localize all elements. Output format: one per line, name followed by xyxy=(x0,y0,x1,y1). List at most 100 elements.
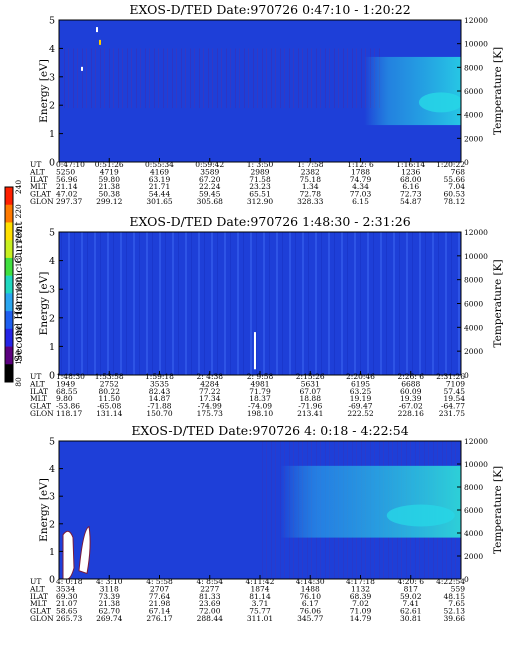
ephemeris-value: 50.38 xyxy=(99,190,121,199)
ephemeris-value: 4284 xyxy=(200,379,219,388)
ephemeris-value: 2:15:26 xyxy=(296,372,325,381)
ephemeris-value: 3.71 xyxy=(252,599,269,608)
ephemeris-value: -67.02 xyxy=(399,402,423,411)
ephemeris-value: 21.07 xyxy=(56,599,78,608)
ephemeris-value: 77.22 xyxy=(199,387,221,396)
ephemeris-value: 345.77 xyxy=(297,614,323,623)
y-right-tick-label: 2000 xyxy=(464,552,483,561)
ephemeris-value: 30.81 xyxy=(400,614,421,623)
ephemeris-value: 2382 xyxy=(301,167,320,176)
ephemeris-row-label: GLAT xyxy=(30,402,51,411)
ephemeris-value: -74.99 xyxy=(198,402,222,411)
ephemeris-value: 21.38 xyxy=(99,599,121,608)
ephemeris-value: 7.41 xyxy=(402,599,419,608)
ephemeris-value: 4:11:42 xyxy=(246,577,275,586)
colorbar-swatch xyxy=(5,187,13,206)
ephemeris-value: 2:20:46 xyxy=(346,372,375,381)
ephemeris-value: 3534 xyxy=(56,584,75,593)
ephemeris-row-label: ALT xyxy=(29,167,45,176)
ephemeris-value: 58.65 xyxy=(56,607,78,616)
ephemeris-value: 1488 xyxy=(301,584,320,593)
y-tick-label: 2 xyxy=(49,101,55,112)
ephemeris-value: 4.34 xyxy=(352,182,369,191)
ephemeris-value: 6.17 xyxy=(302,599,319,608)
ephemeris-value: -71.88 xyxy=(147,402,171,411)
hot-pixel xyxy=(96,27,98,33)
ephemeris-value: 48.15 xyxy=(444,592,466,601)
ephemeris-value: 23.69 xyxy=(199,599,221,608)
colorbar-tick-label: 240 xyxy=(14,180,23,195)
ephemeris-value: 21.71 xyxy=(149,182,170,191)
ephemeris-value: 3118 xyxy=(100,584,119,593)
ephemeris-value: 71.09 xyxy=(350,607,372,616)
ephemeris-value: 7.04 xyxy=(448,182,465,191)
ephemeris-value: 1: 3:50 xyxy=(247,160,274,169)
ephemeris-row-label: ILAT xyxy=(30,387,48,396)
ephemeris-value: 7.65 xyxy=(448,599,465,608)
colorbar-swatch xyxy=(5,311,13,330)
ephemeris-value: 6.15 xyxy=(352,197,369,206)
ephemeris-value: 59.45 xyxy=(199,190,221,199)
ephemeris-value: 63.19 xyxy=(149,175,171,184)
y-tick-label: 1 xyxy=(49,547,55,558)
panel-title: EXOS-D/TED Date:970726 1:48:30 - 2:31:26 xyxy=(129,214,410,229)
y-right-tick-label: 2000 xyxy=(464,347,483,356)
ephemeris-value: 1.34 xyxy=(302,182,319,191)
ephemeris-row-label: GLON xyxy=(30,409,54,418)
y-right-tick-label: 6000 xyxy=(464,300,483,309)
ephemeris-value: 0:59:42 xyxy=(195,160,224,169)
ephemeris-row-label: ILAT xyxy=(30,175,48,184)
ephemeris-value: 198.10 xyxy=(247,409,273,418)
ephemeris-value: 768 xyxy=(451,167,466,176)
colorbar-swatch xyxy=(5,222,13,241)
ephemeris-value: 7.02 xyxy=(352,599,369,608)
ephemeris-value: 47.02 xyxy=(56,190,78,199)
colorbar-tick-label: 140 xyxy=(14,301,23,316)
ephemeris-value: 299.12 xyxy=(96,197,122,206)
ephemeris-value: 68.55 xyxy=(56,387,78,396)
ephemeris-value: 1:48:30 xyxy=(56,372,85,381)
ephemeris-value: 59.02 xyxy=(400,592,422,601)
ephemeris-value: 19.19 xyxy=(350,394,372,403)
y-right-axis-label: Temperature [K] xyxy=(492,259,504,347)
ephemeris-value: 2277 xyxy=(200,584,219,593)
colorbar-swatch xyxy=(5,240,13,259)
colorbar-swatch xyxy=(5,293,13,312)
colorbar-tick-label: 120 xyxy=(14,326,23,341)
ephemeris-value: -64.77 xyxy=(441,402,465,411)
ephemeris-value: 1:16:14 xyxy=(396,160,425,169)
y-right-tick-label: 12000 xyxy=(464,437,488,446)
y-right-tick-label: 4000 xyxy=(464,529,483,538)
ephemeris-value: 54.87 xyxy=(400,197,422,206)
y-right-tick-label: 2000 xyxy=(464,134,483,143)
ephemeris-value: 1132 xyxy=(351,584,370,593)
colorbar-swatch xyxy=(5,328,13,347)
y-right-tick-label: 8000 xyxy=(464,63,483,72)
ephemeris-value: 3589 xyxy=(200,167,219,176)
ephemeris-value: 2752 xyxy=(100,379,119,388)
ephemeris-value: 305.68 xyxy=(197,197,223,206)
colorbar-frame xyxy=(4,186,14,383)
ephemeris-value: -53.86 xyxy=(56,402,80,411)
y-right-tick-label: 10000 xyxy=(464,40,488,49)
ephemeris-value: 2: 4:38 xyxy=(196,372,223,381)
ephemeris-value: -74.09 xyxy=(248,402,272,411)
hot-streak xyxy=(253,332,256,370)
panel-3: EXOS-D/TED Date:970726 4: 0:18 - 4:22:54… xyxy=(29,423,504,623)
ephemeris-value: 312.90 xyxy=(247,197,273,206)
ephemeris-value: 175.73 xyxy=(197,409,223,418)
colorbar-swatch xyxy=(5,364,13,383)
ephemeris-value: 276.17 xyxy=(146,614,172,623)
ephemeris-value: 72.73 xyxy=(400,190,422,199)
ephemeris-row-label: GLAT xyxy=(30,607,51,616)
ephemeris-row-label: GLON xyxy=(30,614,54,623)
ephemeris-value: 71.79 xyxy=(249,387,271,396)
ephemeris-value: 67.14 xyxy=(149,607,171,616)
ephemeris-value: 67.07 xyxy=(300,387,322,396)
y-right-tick-label: 8000 xyxy=(464,276,483,285)
ephemeris-row-label: GLAT xyxy=(30,190,51,199)
ephemeris-value: 65.51 xyxy=(249,190,270,199)
ephemeris-row-label: MLT xyxy=(30,182,47,191)
ephemeris-value: 328.33 xyxy=(297,197,323,206)
ephemeris-value: 297.37 xyxy=(56,197,82,206)
